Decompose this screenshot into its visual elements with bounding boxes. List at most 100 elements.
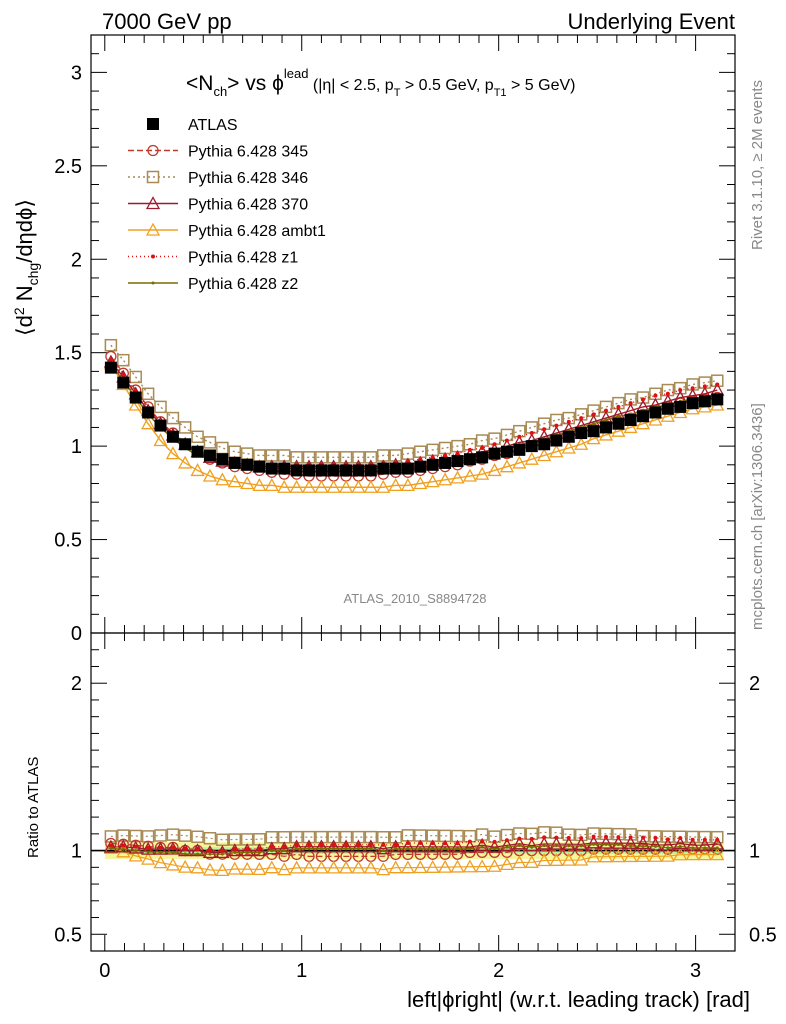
ratio-point <box>363 860 378 874</box>
data-point <box>451 455 464 468</box>
ratio-point <box>512 836 527 850</box>
ratio-point <box>413 860 428 874</box>
ratio-point <box>660 837 675 851</box>
data-point <box>698 395 711 408</box>
data-point <box>228 456 241 469</box>
ratio-point <box>154 829 167 842</box>
data-point <box>104 338 118 352</box>
data-point <box>290 464 303 477</box>
ratio-point <box>554 844 558 848</box>
ratio-point <box>637 843 649 855</box>
ratio-point <box>512 855 527 869</box>
ratio-point <box>327 830 340 844</box>
data-point <box>438 472 453 486</box>
data-point <box>278 462 291 475</box>
ratio-point <box>394 847 398 851</box>
ratio-line <box>110 842 718 853</box>
ratio-point <box>517 836 522 841</box>
ratio-point <box>475 837 490 851</box>
ratio-point <box>191 830 204 844</box>
legend-marker <box>151 281 155 285</box>
ratio-series-layer <box>91 826 735 877</box>
data-point <box>467 447 472 452</box>
ratio-point <box>574 828 588 842</box>
data-point <box>121 373 126 378</box>
ratio-point <box>648 848 663 862</box>
ratio-point <box>369 847 373 851</box>
ratio-y-axis-label: Ratio to ATLAS <box>25 757 42 858</box>
ratio-point <box>537 853 552 867</box>
data-point <box>561 440 576 454</box>
ratio-point <box>314 860 329 874</box>
ratio-point <box>108 843 113 848</box>
ratio-point <box>616 843 620 847</box>
ratio-point <box>165 841 181 855</box>
ratio-point <box>196 852 200 856</box>
ratio-point <box>282 844 287 849</box>
data-point <box>500 445 513 458</box>
ratio-axis-ticks <box>91 632 735 952</box>
ratio-point <box>252 862 267 876</box>
ratio-point <box>233 850 237 854</box>
series-atlas <box>104 361 724 477</box>
ratio-point <box>450 859 465 873</box>
data-point <box>637 410 650 423</box>
ratio-point <box>529 836 534 841</box>
data-point <box>165 446 181 460</box>
ratio-point <box>611 849 626 863</box>
data-point <box>179 438 192 451</box>
ratio-point <box>710 847 725 861</box>
data-point <box>624 413 637 426</box>
ratio-point <box>264 841 279 855</box>
data-point <box>504 438 509 443</box>
ratio-point <box>215 845 230 859</box>
ratio-point <box>301 860 317 874</box>
ratio-point <box>215 863 230 877</box>
ratio-point <box>133 844 138 849</box>
data-point <box>549 444 564 458</box>
ratio-point <box>616 835 621 840</box>
data-point <box>591 412 596 417</box>
ratio-point <box>492 839 497 844</box>
ratio-point <box>289 839 304 853</box>
data-point <box>202 468 218 482</box>
ratio-point <box>171 850 175 854</box>
ratio-x-tick-labels: 0 1 2 3 <box>99 960 701 982</box>
data-point <box>203 449 216 462</box>
data-point <box>554 423 559 428</box>
ratio-point <box>628 835 633 840</box>
main-y-tick-label: 1 <box>71 436 82 458</box>
ratio-point <box>649 830 662 843</box>
legend-label: Pythia 6.428 z2 <box>188 276 298 293</box>
ratio-point <box>598 835 614 849</box>
data-point <box>400 478 415 492</box>
main-y-tick-label: 1.5 <box>54 343 82 365</box>
ratio-point <box>289 860 304 874</box>
data-point <box>648 412 663 426</box>
ratio-point <box>178 843 193 857</box>
ratio-point <box>624 843 637 855</box>
ratio-point <box>574 852 589 866</box>
ratio-point <box>166 828 180 841</box>
ratio-point <box>504 838 509 843</box>
legend-marker <box>145 196 161 210</box>
ratio-point <box>338 839 354 853</box>
ratio-point <box>332 847 336 851</box>
ratio-point <box>462 859 478 873</box>
ratio-point <box>307 847 311 851</box>
data-point <box>463 453 476 466</box>
ratio-point <box>290 830 303 844</box>
ratio-point <box>314 839 329 853</box>
data-point <box>586 431 601 445</box>
legend-label: Pythia 6.428 z1 <box>188 250 298 267</box>
ratio-point <box>269 844 274 849</box>
data-point <box>574 436 589 450</box>
ratio-point <box>561 852 576 866</box>
ratio-point <box>220 848 225 853</box>
ratio-point <box>141 851 156 865</box>
legend-label: ATLAS <box>188 117 238 134</box>
data-point <box>154 419 167 432</box>
data-point <box>240 476 255 490</box>
ratio-point <box>109 846 113 850</box>
ratio-point <box>505 845 509 849</box>
